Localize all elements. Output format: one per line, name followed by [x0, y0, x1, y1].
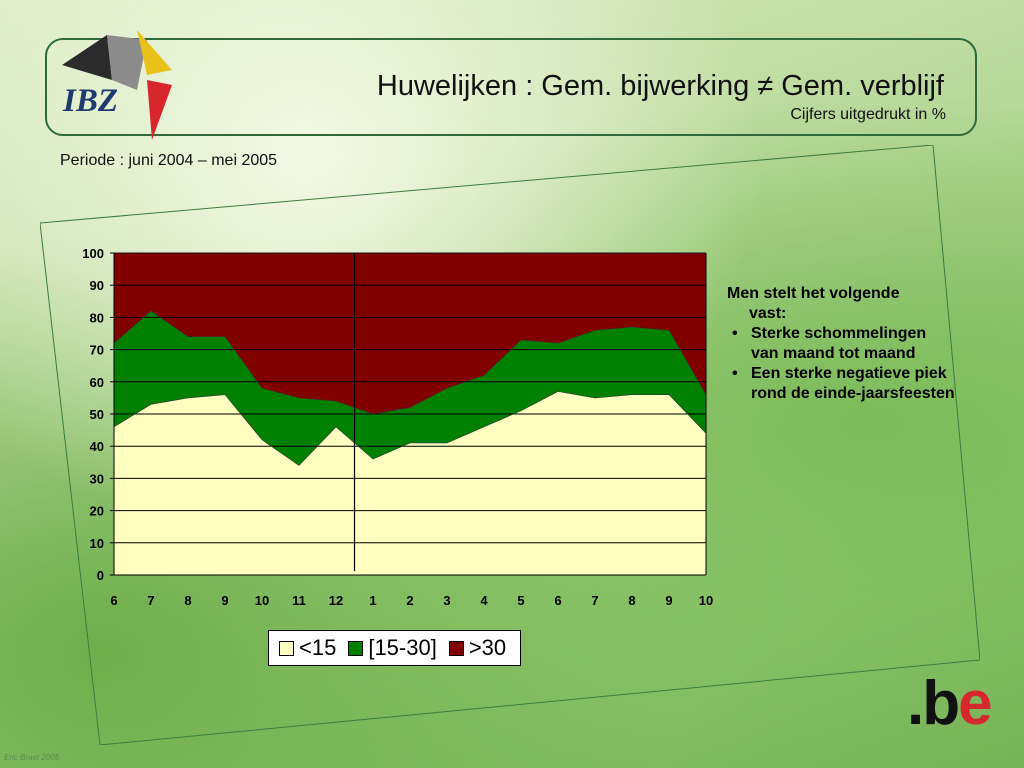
observations-intro-line2: vast:	[749, 305, 787, 322]
y-tick-label: 70	[90, 343, 104, 358]
y-tick-label: 10	[90, 536, 104, 551]
x-tick-label: 11	[292, 593, 306, 608]
be-logo-prefix: .b	[907, 669, 960, 738]
header-box	[45, 38, 977, 136]
y-tick-label: 0	[97, 568, 104, 583]
x-tick-label: 12	[329, 593, 343, 608]
x-tick-label: 5	[517, 593, 524, 608]
legend-label-gt30: >30	[468, 635, 507, 660]
logo-text: IBZ	[63, 83, 119, 119]
y-tick-label: 100	[82, 246, 104, 261]
x-tick-label: 4	[480, 593, 488, 608]
observations-list: Sterke schommelingen van maand tot maand…	[727, 324, 957, 404]
x-tick-label: 3	[443, 593, 450, 608]
legend-item-15-30: [15-30]	[348, 635, 437, 661]
series-boundary-line	[113, 391, 707, 466]
y-tick-label: 90	[90, 278, 104, 293]
series-boundary-line	[113, 310, 707, 415]
x-tick-label: 8	[184, 593, 191, 608]
y-tick-label: 30	[90, 471, 104, 486]
x-tick-label: 9	[665, 593, 672, 608]
y-tick-label: 50	[90, 407, 104, 422]
x-tick-label: 10	[255, 593, 269, 608]
chart-legend: <15 [15-30] >30	[268, 630, 522, 666]
y-tick-label: 80	[90, 310, 104, 325]
x-tick-label: 2	[406, 593, 413, 608]
observations-intro: Men stelt het volgende	[727, 285, 900, 302]
area-series-0	[114, 391, 706, 575]
legend-swatch-lt15	[279, 640, 294, 656]
be-logo: .be	[907, 668, 993, 739]
ibz-logo-icon	[62, 30, 172, 140]
legend-swatch-gt30	[448, 640, 464, 656]
x-tick-label: 7	[591, 593, 598, 608]
observation-item: Sterke schommelingen van maand tot maand	[727, 324, 957, 364]
page-subtitle: Cijfers uitgedrukt in %	[790, 106, 946, 123]
copyright-text: Eric Braet 2005	[4, 753, 60, 762]
x-tick-label: 6	[110, 593, 117, 608]
x-tick-label: 8	[628, 593, 635, 608]
x-tick-label: 1	[369, 593, 376, 608]
x-tick-label: 10	[699, 593, 713, 608]
legend-swatch-15-30	[348, 640, 364, 656]
legend-label-15-30: [15-30]	[368, 635, 437, 660]
legend-item-lt15: <15	[279, 635, 336, 661]
x-tick-label: 7	[147, 593, 154, 608]
period-label: Periode : juni 2004 – mei 2005	[60, 152, 278, 169]
x-tick-label: 9	[221, 593, 228, 608]
y-tick-label: 40	[90, 439, 104, 454]
be-logo-suffix: e	[958, 669, 993, 738]
legend-item-gt30: >30	[448, 635, 507, 661]
observations-text: Men stelt het volgende vast: Sterke scho…	[727, 284, 957, 404]
observation-item: Een sterke negatieve piek rond de einde-…	[727, 364, 957, 404]
y-tick-label: 60	[90, 375, 104, 390]
page-title: Huwelijken : Gem. bijwerking ≠ Gem. verb…	[376, 70, 944, 102]
x-tick-label: 6	[554, 593, 561, 608]
area-series-2	[114, 253, 706, 414]
y-tick-label: 20	[90, 504, 104, 519]
legend-label-lt15: <15	[299, 635, 337, 660]
